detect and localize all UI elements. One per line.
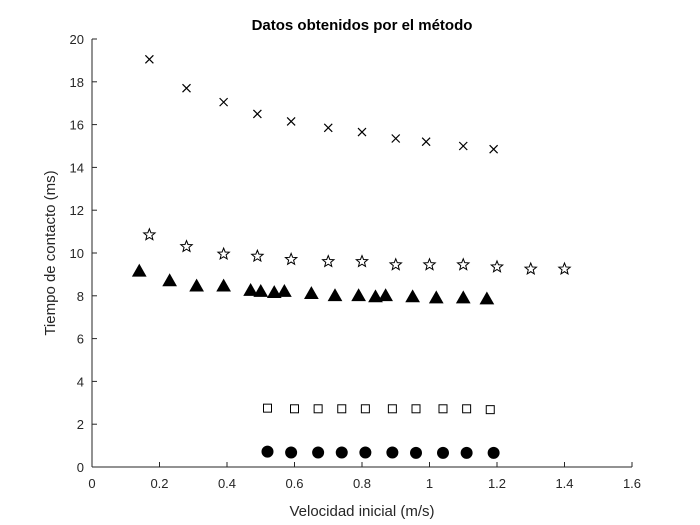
data-point-x-marker bbox=[458, 141, 468, 151]
x-tick-label: 0.8 bbox=[353, 476, 371, 491]
x-tick-label: 0.4 bbox=[218, 476, 236, 491]
y-tick-label: 2 bbox=[77, 417, 84, 432]
data-point-triangle-marker bbox=[216, 278, 231, 292]
data-point-x-marker bbox=[144, 54, 154, 64]
data-point-triangle-marker bbox=[131, 263, 147, 277]
data-point-square-marker bbox=[360, 404, 370, 414]
data-point-square-marker bbox=[337, 404, 347, 414]
y-tick-label: 14 bbox=[70, 160, 84, 175]
data-point-circle-marker bbox=[460, 446, 473, 459]
y-tick-label: 18 bbox=[70, 75, 84, 90]
data-point-circle-marker bbox=[487, 446, 500, 459]
data-point-x-marker bbox=[219, 97, 229, 107]
data-point-triangle-marker bbox=[189, 278, 204, 292]
data-point-square-marker bbox=[387, 404, 397, 414]
y-tick-label: 4 bbox=[77, 374, 84, 389]
data-point-circle-marker bbox=[335, 446, 348, 459]
data-point-x-marker bbox=[489, 144, 499, 154]
data-point-star-marker bbox=[179, 239, 194, 253]
x-tick-label: 1.4 bbox=[555, 476, 573, 491]
x-tick-label: 0.6 bbox=[285, 476, 303, 491]
chart-title: Datos obtenidos por el método bbox=[252, 17, 473, 34]
data-point-x-marker bbox=[252, 109, 262, 119]
data-point-triangle-marker bbox=[162, 273, 177, 287]
data-point-triangle-marker bbox=[253, 284, 269, 297]
data-point-circle-marker bbox=[410, 446, 422, 459]
y-tick-label: 8 bbox=[77, 289, 84, 304]
data-point-circle-marker bbox=[261, 445, 274, 458]
data-point-triangle-marker bbox=[351, 288, 366, 302]
data-point-x-marker bbox=[421, 137, 431, 147]
data-point-star-marker bbox=[388, 257, 403, 271]
data-point-circle-marker bbox=[437, 446, 449, 459]
data-point-circle-marker bbox=[359, 446, 372, 459]
y-tick-label: 10 bbox=[70, 246, 84, 261]
y-tick-label: 12 bbox=[70, 203, 84, 218]
data-point-square-marker bbox=[485, 405, 495, 415]
data-point-square-marker bbox=[462, 404, 472, 414]
data-point-x-marker bbox=[323, 123, 333, 133]
data-point-x-marker bbox=[182, 83, 191, 93]
y-tick-label: 20 bbox=[70, 32, 84, 47]
data-point-square-marker bbox=[263, 403, 272, 413]
x-tick-label: 1.2 bbox=[488, 476, 506, 491]
data-point-triangle-marker bbox=[378, 288, 393, 302]
data-point-square-marker bbox=[290, 404, 299, 414]
y-tick-label: 0 bbox=[77, 460, 84, 475]
x-tick-label: 0 bbox=[88, 476, 95, 491]
data-point-triangle-marker bbox=[455, 290, 471, 304]
data-point-star-marker bbox=[142, 227, 157, 241]
data-point-star-marker bbox=[523, 261, 538, 276]
data-point-circle-marker bbox=[312, 446, 325, 459]
x-tick-label: 1.6 bbox=[623, 476, 641, 491]
axes: 0 0.2 0.4 0.6 0.8 1 1.2 1.4 1.6 0 2 4 6 8 10 12 14 16 18 20 bbox=[70, 32, 642, 491]
data-point-triangle-marker bbox=[277, 284, 292, 297]
data-point-x-marker bbox=[391, 134, 401, 143]
data-point-star-marker bbox=[321, 254, 336, 268]
data-point-triangle-marker bbox=[266, 285, 282, 298]
x-tick-label: 0.2 bbox=[150, 476, 168, 491]
data-point-x-marker bbox=[357, 127, 367, 137]
data-point-x-marker bbox=[286, 116, 296, 126]
data-point-square-marker bbox=[438, 404, 448, 414]
y-axis-title: Tiempo de contacto (ms) bbox=[42, 170, 59, 335]
data-point-star-marker bbox=[284, 252, 299, 266]
data-point-circle-marker bbox=[285, 446, 298, 459]
data-point-star-marker bbox=[557, 261, 572, 276]
data-point-star-marker bbox=[422, 257, 437, 271]
plot-area bbox=[131, 54, 572, 459]
data-point-star-marker bbox=[250, 248, 265, 263]
y-tick-label: 16 bbox=[70, 118, 84, 133]
data-point-star-marker bbox=[354, 254, 370, 268]
data-point-triangle-marker bbox=[405, 289, 420, 303]
data-point-triangle-marker bbox=[327, 288, 343, 302]
data-point-triangle-marker bbox=[368, 289, 383, 303]
data-point-square-marker bbox=[411, 404, 421, 414]
x-tick-label: 1 bbox=[426, 476, 433, 491]
data-point-star-marker bbox=[216, 246, 231, 261]
x-axis-title: Velocidad inicial (m/s) bbox=[289, 503, 434, 520]
data-point-circle-marker bbox=[386, 446, 399, 459]
data-point-star-marker bbox=[489, 259, 505, 273]
data-point-star-marker bbox=[456, 257, 471, 271]
data-point-triangle-marker bbox=[428, 290, 444, 304]
data-point-triangle-marker bbox=[304, 286, 319, 300]
y-tick-label: 6 bbox=[77, 332, 84, 347]
data-point-triangle-marker bbox=[243, 282, 258, 296]
data-point-square-marker bbox=[313, 404, 323, 414]
data-point-triangle-marker bbox=[479, 291, 495, 305]
